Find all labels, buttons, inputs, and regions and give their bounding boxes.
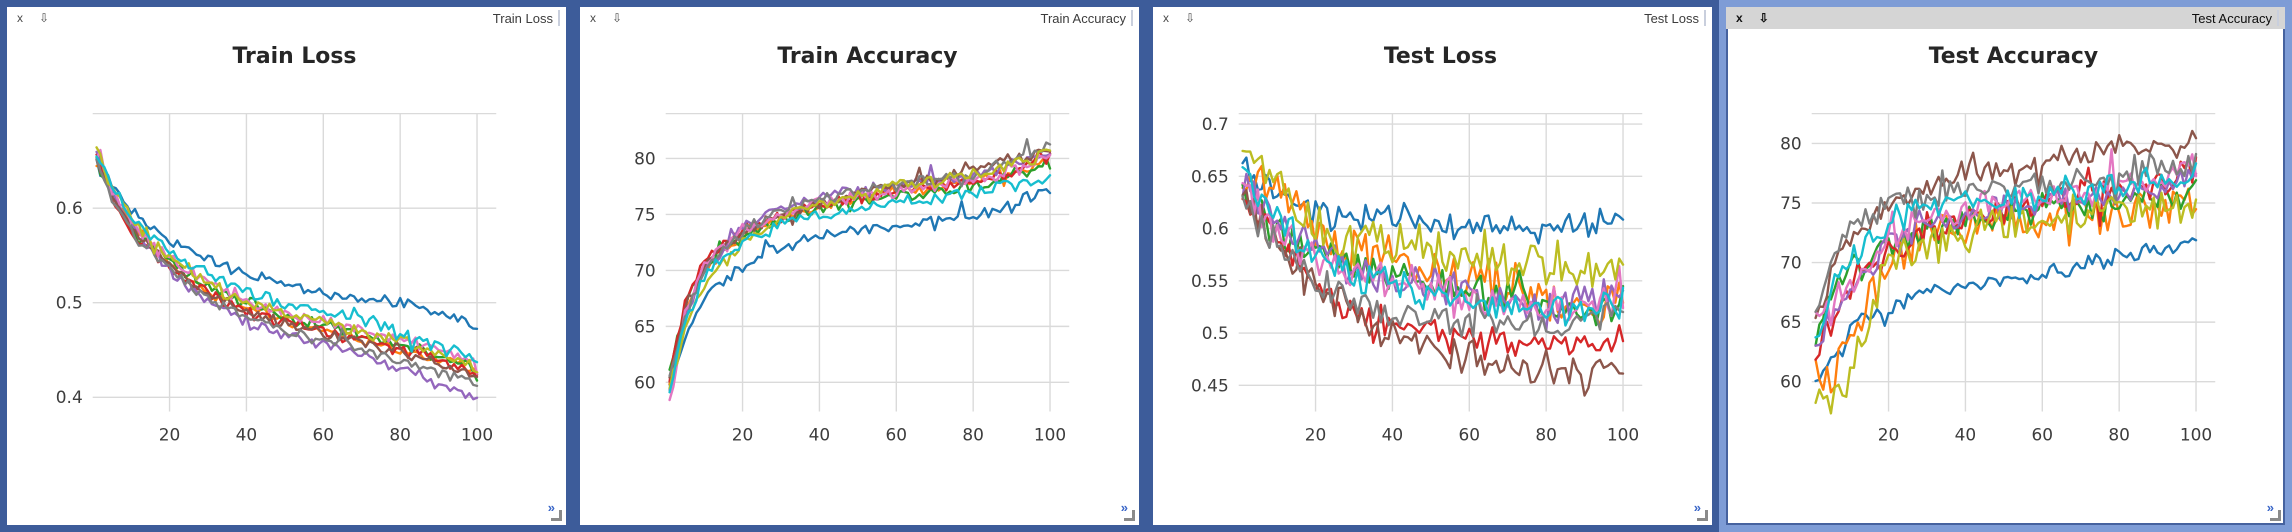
svg-text:75: 75 [634, 204, 656, 224]
svg-text:Train Accuracy: Train Accuracy [777, 44, 957, 69]
expand-button[interactable]: » [2266, 500, 2274, 515]
svg-text:40: 40 [1382, 424, 1404, 444]
undock-arrow-icon[interactable]: ⇩ [612, 11, 623, 25]
svg-text:60: 60 [1780, 372, 1802, 392]
svg-text:100: 100 [1034, 424, 1066, 444]
titlebar: x ⇩ Test Accuracy [1726, 7, 2285, 29]
svg-text:20: 20 [1878, 424, 1900, 444]
svg-text:60: 60 [313, 424, 335, 444]
svg-text:60: 60 [634, 372, 656, 392]
svg-text:80: 80 [1780, 133, 1802, 153]
svg-text:0.7: 0.7 [1202, 114, 1229, 134]
undock-arrow-icon[interactable]: ⇩ [1185, 11, 1196, 25]
svg-text:60: 60 [2032, 424, 2054, 444]
close-button[interactable]: x [1736, 11, 1743, 25]
svg-text:100: 100 [1607, 424, 1639, 444]
close-button[interactable]: x [590, 11, 596, 25]
titlebar: x ⇩ Train Loss [7, 7, 566, 29]
svg-text:65: 65 [1780, 312, 1802, 332]
chart-canvas-test-accuracy: 20 40 60 80 100 60 65 70 75 80 Test Accuracy [1780, 44, 2216, 444]
titlebar: x ⇩ Test Loss [1153, 7, 1712, 29]
svg-text:0.55: 0.55 [1191, 271, 1229, 291]
resize-grip[interactable] [1124, 510, 1135, 521]
svg-text:80: 80 [1535, 424, 1557, 444]
svg-text:70: 70 [634, 260, 656, 280]
svg-text:40: 40 [809, 424, 831, 444]
svg-text:0.6: 0.6 [56, 198, 83, 218]
window-title: Train Loss [492, 10, 553, 26]
titlebar-splitter [1131, 10, 1133, 26]
svg-text:60: 60 [886, 424, 908, 444]
titlebar-splitter [558, 10, 560, 26]
svg-text:100: 100 [461, 424, 493, 444]
svg-text:100: 100 [2180, 424, 2212, 444]
svg-text:70: 70 [1780, 253, 1802, 273]
close-button[interactable]: x [1163, 11, 1169, 25]
window-title: Train Accuracy [1040, 10, 1127, 26]
svg-text:20: 20 [159, 424, 181, 444]
resize-grip[interactable] [1697, 510, 1708, 521]
titlebar: x ⇩ Train Accuracy [580, 7, 1139, 29]
expand-button[interactable]: » [1693, 500, 1701, 515]
svg-text:75: 75 [1780, 193, 1802, 213]
svg-text:40: 40 [236, 424, 258, 444]
svg-text:0.5: 0.5 [56, 293, 83, 313]
resize-grip[interactable] [551, 510, 562, 521]
window-title: Test Loss [1644, 10, 1699, 26]
expand-button[interactable]: » [1120, 500, 1128, 515]
svg-text:40: 40 [1955, 424, 1977, 444]
svg-text:80: 80 [2108, 424, 2130, 444]
dock-pane-train-loss: x ⇩ Train Loss 20 40 60 80 100 0.4 0.5 0.6 Train… [0, 0, 573, 532]
titlebar-splitter [1704, 10, 1706, 26]
svg-text:Test Loss: Test Loss [1384, 44, 1497, 69]
undock-arrow-icon[interactable]: ⇩ [1758, 11, 1769, 25]
svg-text:20: 20 [1305, 424, 1327, 444]
svg-text:60: 60 [1459, 424, 1481, 444]
svg-text:80: 80 [634, 148, 656, 168]
svg-text:65: 65 [634, 316, 656, 336]
dock-pane-train-accuracy: x ⇩ Train Accuracy 20 40 60 80 100 60 65 70 75 80… [573, 0, 1146, 532]
svg-text:0.65: 0.65 [1191, 166, 1229, 186]
svg-text:Train Loss: Train Loss [232, 44, 356, 69]
chart-canvas-train-accuracy: 20 40 60 80 100 60 65 70 75 80 Train Accuracy [634, 44, 1070, 444]
close-button[interactable]: x [17, 11, 23, 25]
svg-text:0.45: 0.45 [1191, 375, 1229, 395]
svg-text:0.5: 0.5 [1202, 323, 1229, 343]
window-title: Test Accuracy [2191, 10, 2272, 26]
svg-text:0.6: 0.6 [1202, 219, 1229, 239]
dock-pane-test-accuracy: x ⇩ Test Accuracy 20 40 60 80 100 60 65 70 75 80 T… [1719, 0, 2292, 532]
chart-canvas-test-loss: 20 40 60 80 100 0.45 0.5 0.55 0.6 0.65 0.7 Test Los… [1191, 44, 1643, 444]
svg-text:20: 20 [732, 424, 754, 444]
svg-text:80: 80 [962, 424, 984, 444]
svg-text:Test Accuracy: Test Accuracy [1929, 44, 2098, 69]
expand-button[interactable]: » [547, 500, 555, 515]
resize-grip[interactable] [2270, 510, 2281, 521]
undock-arrow-icon[interactable]: ⇩ [39, 11, 50, 25]
svg-text:0.4: 0.4 [56, 387, 83, 407]
chart-canvas-train-loss: 20 40 60 80 100 0.4 0.5 0.6 Train Loss [56, 44, 497, 444]
dock-pane-test-loss: x ⇩ Test Loss 20 40 60 80 100 0.45 0.5 0.55 0.6 0… [1146, 0, 1719, 532]
svg-text:80: 80 [389, 424, 411, 444]
titlebar-splitter [2277, 10, 2279, 26]
